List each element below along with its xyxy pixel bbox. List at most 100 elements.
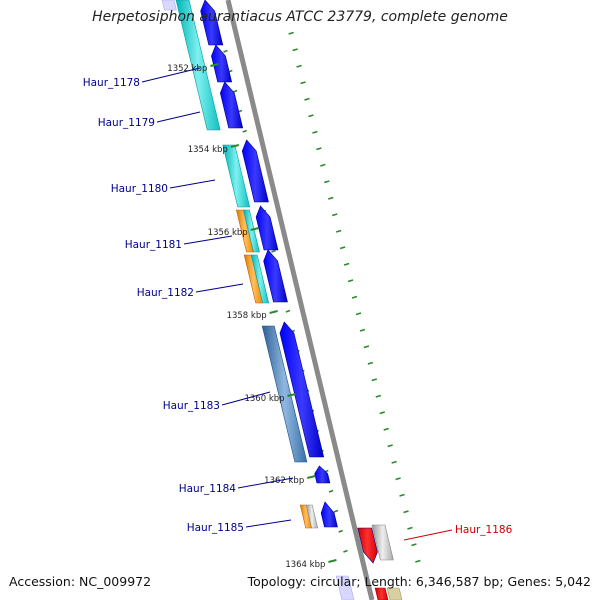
feature-partial: [335, 575, 355, 600]
accession-text: Accession: NC_009972: [9, 574, 152, 589]
kbp-label: 1362 kbp: [264, 476, 304, 486]
kbp-ruler: 1352 kbp 1354 kbp 1356 kbp 1358 kbp 1360 kbp…: [167, 63, 337, 570]
gc-tick-outer: [371, 378, 378, 382]
feature-steel: [261, 325, 308, 463]
label-leader: [403, 529, 453, 541]
gc-tick-inner: [285, 309, 291, 313]
label-leader: [195, 283, 244, 293]
gene-label: Haur_1178: [83, 77, 140, 89]
gene-label: Haur_1183: [163, 400, 220, 412]
gc-tick-outer: [351, 295, 358, 299]
gc-tick-outer: [359, 328, 366, 332]
cds-arrow: [220, 81, 244, 129]
gc-tick-outer: [411, 543, 417, 547]
gc-tick-outer: [292, 48, 298, 52]
cds-arrow: [255, 205, 279, 251]
kbp-tick: [250, 227, 259, 231]
gc-tick-outer: [320, 163, 326, 167]
kbp-tick: [328, 559, 337, 563]
page-title: Herpetosiphon aurantiacus ATCC 23779, co…: [92, 9, 508, 25]
gc-tick-outer: [335, 229, 342, 233]
gene-label: Haur_1184: [179, 483, 237, 495]
gc-tick-inner: [232, 89, 238, 93]
gene-label: Haur_1186: [455, 524, 513, 536]
gene-label: Haur_1181: [125, 239, 182, 251]
label-leader: [245, 519, 292, 528]
feature-track: [161, 0, 403, 600]
gc-tick-outer: [331, 213, 338, 217]
kbp-label: 1358 kbp: [227, 311, 267, 321]
label-leader: [156, 111, 201, 123]
gene-labels: Haur_1178 Haur_1179 Haur_1180 Haur_1181 Haur…: [83, 67, 513, 541]
kbp-label: 1356 kbp: [208, 228, 248, 238]
kbp-tick: [230, 144, 240, 148]
gc-tick-outer: [379, 411, 385, 415]
gc-tick-outer: [296, 64, 302, 68]
label-leader: [183, 235, 233, 245]
feature-gray: [371, 524, 394, 561]
gc-tick-outer: [347, 279, 354, 283]
gc-tick-outer: [415, 559, 421, 563]
gene-label: Haur_1180: [111, 183, 168, 195]
kbp-tick: [210, 63, 219, 67]
gc-tick-inner: [223, 49, 228, 53]
feature-cyan: [243, 209, 260, 253]
label-leader: [141, 67, 201, 83]
cds-arrow: [320, 501, 338, 528]
gc-tick-outer: [339, 246, 346, 250]
feature-cyan: [222, 144, 251, 208]
gc-tick-outer: [312, 130, 318, 134]
cds-arrow: [241, 139, 269, 203]
cds-arrow: [314, 465, 331, 484]
gc-tick-outer: [391, 460, 397, 464]
feature-partial: [386, 587, 403, 600]
label-leader: [237, 477, 294, 489]
cds-arrow: [211, 44, 233, 83]
gc-tick-outer: [343, 262, 350, 266]
cds-arrow: [279, 321, 325, 458]
kbp-tick: [287, 393, 296, 397]
gc-tick-outer: [395, 477, 401, 481]
kbp-label: 1354 kbp: [188, 145, 228, 155]
gc-tick-outer: [288, 31, 294, 35]
kbp-tick: [306, 475, 316, 479]
label-leader: [169, 179, 216, 189]
gc-tick-inner: [343, 549, 348, 553]
cds-arrow: [263, 249, 288, 303]
gc-tick-inner: [333, 509, 339, 513]
gc-tick-outer: [308, 114, 314, 118]
gene-label: Haur_1185: [187, 522, 244, 534]
gc-tick-outer: [355, 312, 362, 316]
cds-arrow-reverse: [357, 527, 378, 564]
gc-tick-outer: [324, 180, 330, 184]
gc-tick-outer: [316, 147, 322, 151]
feature-cyan: [175, 0, 221, 131]
gene-label: Haur_1182: [137, 287, 194, 299]
cds-arrow: [200, 0, 224, 46]
gc-tick-outer: [387, 444, 393, 448]
gc-tick-outer: [399, 493, 405, 497]
gc-tick-inner: [338, 529, 343, 533]
genome-backbone: [225, 0, 375, 600]
gc-tick-inner: [271, 249, 276, 253]
kbp-label: 1364 kbp: [285, 560, 325, 570]
feature-partial: [374, 587, 389, 600]
feature-gray: [305, 504, 319, 529]
feature-cyan: [250, 254, 270, 304]
gc-tick-inner: [328, 489, 334, 493]
label-leader: [221, 391, 271, 406]
gc-tick-outer: [403, 510, 409, 514]
kbp-tick: [269, 310, 278, 314]
gc-tick-outer: [367, 361, 374, 365]
gc-tick-outer: [375, 394, 382, 398]
gc-tick-outer: [363, 345, 370, 349]
feature-partial: [161, 0, 177, 11]
topology-text: Topology: circular; Length: 6,346,587 bp…: [247, 574, 591, 589]
gc-tick-outer: [300, 81, 306, 85]
gc-tick-outer: [407, 526, 413, 530]
gc-tick-inner: [242, 129, 247, 133]
gc-tick-outer: [304, 97, 310, 101]
gene-label: Haur_1179: [98, 117, 155, 129]
kbp-label: 1352 kbp: [167, 64, 207, 74]
